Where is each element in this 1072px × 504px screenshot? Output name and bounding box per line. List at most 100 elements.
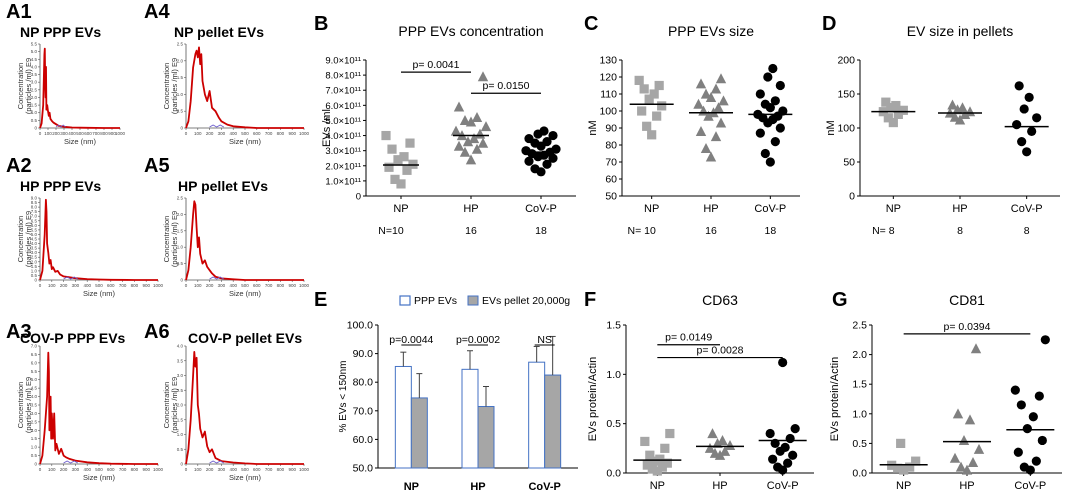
f-point-np xyxy=(652,466,662,476)
a6-xtick-label: 300 xyxy=(218,467,226,472)
a1-ylabel-1: Concentration xyxy=(16,63,25,110)
a2-xtick-label: 800 xyxy=(131,283,139,288)
a6-ytick-label: 2.5 xyxy=(177,388,184,393)
b-point-np xyxy=(384,162,394,172)
c-point-hp xyxy=(710,83,722,94)
a1-ytick-label: 1.0 xyxy=(31,110,38,115)
a3-ytick-label: 0.5 xyxy=(31,453,38,458)
a5-xtick-label: 700 xyxy=(265,283,273,288)
e-ytick-label: 100.0 xyxy=(347,320,373,332)
f-point-covp xyxy=(785,433,795,444)
e-ytick-label: 60.0 xyxy=(353,434,374,446)
a4-xtick-label: 1000 xyxy=(299,131,310,136)
a2-ytick-label: 1.5 xyxy=(31,264,38,269)
g-n-label: N= 6 xyxy=(882,502,905,504)
a4-xtick-label: 800 xyxy=(277,131,285,136)
f-ytick-label: 1.0 xyxy=(606,369,621,381)
d-point-np xyxy=(891,100,901,111)
a6-xtick-label: 600 xyxy=(253,467,261,472)
a1-ytick-label: 5.5 xyxy=(31,42,38,47)
a5-xtick-label: 500 xyxy=(241,283,249,288)
a2-ytick-label: 8.0 xyxy=(31,205,38,210)
panel-label-a5: A5 xyxy=(144,155,170,177)
a4-ytick-label: 0 xyxy=(180,126,183,131)
a3-ytick-label: 6.5 xyxy=(31,352,38,357)
d-point-covp xyxy=(1012,120,1022,130)
b-ylabel: EVs /ml xyxy=(321,109,333,147)
a1-xtick-label: 700 xyxy=(92,131,100,136)
e-ytick-label: 80.0 xyxy=(353,377,374,389)
a2-ytick-label: 5.5 xyxy=(31,227,38,232)
f-point-covp xyxy=(788,450,798,460)
g-point-covp xyxy=(1022,424,1032,434)
b-point-np xyxy=(390,174,400,184)
a6-xtick-label: 200 xyxy=(206,467,214,472)
a5-xtick-label: 600 xyxy=(253,283,261,288)
a2-ylabel-1: Concentration xyxy=(16,216,25,263)
a2-ytick-label: 2.5 xyxy=(31,255,38,260)
a1-xtick-label: 100 xyxy=(44,131,52,136)
f-category-label: HP xyxy=(712,480,727,492)
g-title: CD81 xyxy=(949,292,985,308)
a5-ytick-label: 1.5 xyxy=(177,228,184,233)
a5-xtick-label: 300 xyxy=(218,283,226,288)
panel-label-d: D xyxy=(822,13,837,35)
g-ytick-label: 0.5 xyxy=(852,438,867,450)
b-point-hp xyxy=(453,101,465,112)
f-point-covp xyxy=(780,442,790,452)
d-point-covp xyxy=(1017,137,1027,147)
a4-distribution-line xyxy=(185,46,304,129)
c-point-hp xyxy=(713,102,724,113)
a2-ytick-label: 1.0 xyxy=(31,268,38,273)
g-ytick-label: 2.5 xyxy=(852,320,867,332)
f-ytick-label: 1.5 xyxy=(606,320,621,332)
f-point-np xyxy=(660,443,670,453)
b-point-hp xyxy=(465,154,477,165)
a5-xtick-label: 1000 xyxy=(299,283,310,288)
a2-ytick-label: 4.0 xyxy=(31,241,38,246)
b-point-hp xyxy=(459,146,471,157)
a3-ytick-label: 4.5 xyxy=(31,386,38,391)
b-point-hp xyxy=(453,140,465,151)
f-ytick-label: 0.5 xyxy=(606,418,621,430)
e-legend-label-pellet: EVs pellet 20,000g xyxy=(482,295,570,307)
a3-ylabel-2: (particles /ml) E9 xyxy=(24,377,33,433)
d-ytick-label: 0 xyxy=(849,191,855,203)
c-ytick-label: 70 xyxy=(605,157,617,169)
g-ytick-label: 1.0 xyxy=(852,408,867,420)
b-point-covp xyxy=(521,146,531,156)
d-category-label: CoV-P xyxy=(1011,203,1043,215)
d-point-np xyxy=(898,105,908,115)
g-point-hp xyxy=(955,461,967,472)
b-point-covp xyxy=(530,164,540,174)
a2-distribution-line xyxy=(39,198,158,281)
a4-xtick-label: 300 xyxy=(218,131,226,136)
g-point-hp xyxy=(961,464,973,475)
a4-ylabel-1: Concentration xyxy=(162,63,171,110)
f-point-covp xyxy=(783,458,793,468)
f-point-np xyxy=(642,460,652,470)
d-point-covp xyxy=(1022,147,1032,157)
a3-ytick-label: 0 xyxy=(34,462,37,467)
g-point-covp xyxy=(1031,456,1041,466)
d-ytick-label: 200 xyxy=(837,55,855,67)
a2-xtick-label: 500 xyxy=(95,283,103,288)
d-point-covp xyxy=(1019,104,1029,114)
c-point-hp xyxy=(715,117,727,128)
b-point-hp xyxy=(471,143,483,154)
g-point-covp xyxy=(1019,462,1029,472)
g-n-label: 11 xyxy=(1025,502,1036,504)
a2-ytick-label: 4.5 xyxy=(31,237,38,242)
a2-ytick-label: 6.0 xyxy=(31,223,38,228)
a6-ylabel-1: Concentration xyxy=(162,382,171,429)
a6-ytick-label: 3.0 xyxy=(177,373,184,378)
b-point-covp xyxy=(542,137,552,147)
a4-xtick-label: 500 xyxy=(241,131,249,136)
d-point-hp xyxy=(947,99,958,110)
b-point-covp xyxy=(548,130,558,141)
b-n-label: 16 xyxy=(465,225,477,237)
a1-ytick-label: 5.0 xyxy=(31,49,38,54)
a3-xtick-label: 700 xyxy=(119,467,127,472)
a3-ytick-label: 5.5 xyxy=(31,369,38,374)
